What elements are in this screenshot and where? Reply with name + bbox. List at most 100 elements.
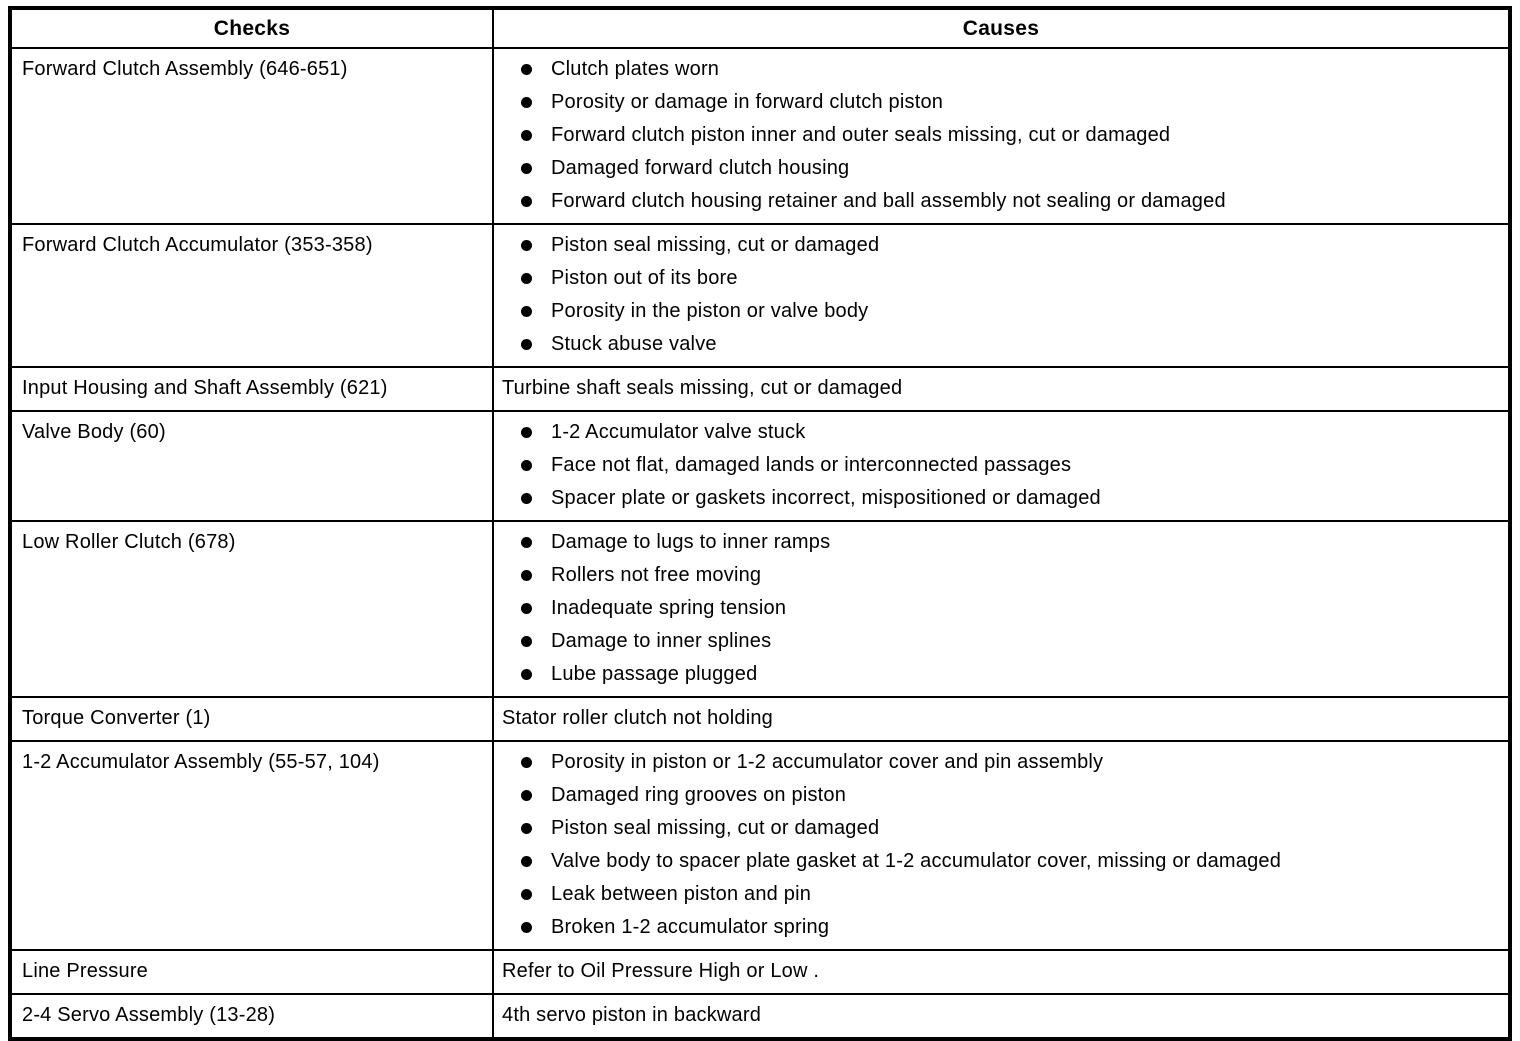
bullet-icon: [521, 240, 532, 251]
causes-cell: Porosity in piston or 1-2 accumulator co…: [492, 740, 1511, 951]
bullet-icon: [521, 669, 532, 680]
check-cell: Low Roller Clutch (678): [9, 520, 494, 698]
cause-item: Valve body to spacer plate gasket at 1-2…: [502, 845, 1500, 878]
cause-item: Piston seal missing, cut or damaged: [502, 229, 1500, 262]
bullet-icon: [521, 97, 532, 108]
cause-item: Damaged ring grooves on piston: [502, 779, 1500, 812]
cause-text: Lube passage plugged: [551, 663, 758, 685]
cause-item: Rollers not free moving: [502, 559, 1500, 592]
table-row: Forward Clutch Assembly (646-651) Clutch …: [9, 47, 1511, 225]
cause-list: 1-2 Accumulator valve stuck Face not flat…: [502, 416, 1500, 515]
check-cell: Forward Clutch Accumulator (353-358): [9, 223, 494, 368]
cause-list: Damage to lugs to inner ramps Rollers not…: [502, 526, 1500, 691]
bullet-icon: [521, 790, 532, 801]
cause-text: Face not flat, damaged lands or intercon…: [551, 454, 1072, 476]
bullet-icon: [521, 163, 532, 174]
bullet-icon: [521, 493, 532, 504]
bullet-icon: [521, 460, 532, 471]
bullet-icon: [521, 427, 532, 438]
cause-item: Damage to inner splines: [502, 625, 1500, 658]
bullet-icon: [521, 823, 532, 834]
cause-text: Piston seal missing, cut or damaged: [551, 817, 880, 839]
cause-list: Porosity in piston or 1-2 accumulator co…: [502, 746, 1500, 944]
bullet-icon: [521, 757, 532, 768]
check-cell: 2-4 Servo Assembly (13-28): [9, 993, 494, 1040]
cause-item: Piston out of its bore: [502, 262, 1500, 295]
bullet-icon: [521, 537, 532, 548]
bullet-icon: [521, 130, 532, 141]
table-row: 1-2 Accumulator Assembly (55-57, 104) Por…: [9, 740, 1511, 951]
cause-item: Spacer plate or gaskets incorrect, mispo…: [502, 482, 1500, 515]
cause-text: Porosity in piston or 1-2 accumulator co…: [551, 751, 1104, 773]
bullet-icon: [521, 64, 532, 75]
cause-text: Damage to inner splines: [551, 630, 772, 652]
checks-column-header: Checks: [9, 7, 494, 49]
diagnosis-table: Checks Causes Forward Clutch Assembly (6…: [8, 6, 1512, 1041]
cause-item: Forward clutch housing retainer and ball…: [502, 185, 1500, 218]
cause-text: Piston out of its bore: [551, 267, 738, 289]
cause-list: Piston seal missing, cut or damaged Pisto…: [502, 229, 1500, 361]
cause-item: Porosity or damage in forward clutch pis…: [502, 86, 1500, 119]
cause-text: Clutch plates worn: [551, 58, 720, 80]
check-cell: 1-2 Accumulator Assembly (55-57, 104): [9, 740, 494, 951]
causes-cell: Refer to Oil Pressure High or Low .: [492, 949, 1511, 995]
cause-text: Stator roller clutch not holding: [502, 707, 773, 729]
header-row: Checks Causes: [9, 7, 1511, 49]
check-cell: Valve Body (60): [9, 410, 494, 522]
table-row: Forward Clutch Accumulator (353-358) Pist…: [9, 223, 1511, 368]
cause-item: Porosity in the piston or valve body: [502, 295, 1500, 328]
table-row: 2-4 Servo Assembly (13-28) 4th servo pist…: [9, 993, 1511, 1040]
causes-cell: Damage to lugs to inner ramps Rollers not…: [492, 520, 1511, 698]
cause-text: Forward clutch piston inner and outer se…: [551, 124, 1171, 146]
bullet-icon: [521, 196, 532, 207]
cause-text: 4th servo piston in backward: [502, 1004, 762, 1026]
bullet-icon: [521, 889, 532, 900]
check-cell: Forward Clutch Assembly (646-651): [9, 47, 494, 225]
cause-text: Broken 1-2 accumulator spring: [551, 916, 830, 938]
cause-item: Broken 1-2 accumulator spring: [502, 911, 1500, 944]
cause-text: Piston seal missing, cut or damaged: [551, 234, 880, 256]
cause-item: Leak between piston and pin: [502, 878, 1500, 911]
bullet-icon: [521, 570, 532, 581]
causes-cell: Clutch plates worn Porosity or damage in …: [492, 47, 1511, 225]
causes-column-header: Causes: [492, 7, 1511, 49]
check-cell: Line Pressure: [9, 949, 494, 995]
cause-text: Damaged ring grooves on piston: [551, 784, 847, 806]
cause-text: 1-2 Accumulator valve stuck: [551, 421, 806, 443]
cause-text: Damage to lugs to inner ramps: [551, 531, 831, 553]
cause-item: Porosity in piston or 1-2 accumulator co…: [502, 746, 1500, 779]
causes-cell: Stator roller clutch not holding: [492, 696, 1511, 742]
cause-text: Damaged forward clutch housing: [551, 157, 850, 179]
bullet-icon: [521, 273, 532, 284]
cause-item: Damaged forward clutch housing: [502, 152, 1500, 185]
table-row: Valve Body (60) 1-2 Accumulator valve stu…: [9, 410, 1511, 522]
cause-text: Forward clutch housing retainer and ball…: [551, 190, 1226, 212]
bullet-icon: [521, 636, 532, 647]
causes-cell: Turbine shaft seals missing, cut or dama…: [492, 366, 1511, 412]
cause-item: Inadequate spring tension: [502, 592, 1500, 625]
table-row: Line Pressure Refer to Oil Pressure High …: [9, 949, 1511, 995]
cause-text: Rollers not free moving: [551, 564, 762, 586]
causes-cell: Piston seal missing, cut or damaged Pisto…: [492, 223, 1511, 368]
bullet-icon: [521, 856, 532, 867]
table-row: Low Roller Clutch (678) Damage to lugs to…: [9, 520, 1511, 698]
bullet-icon: [521, 339, 532, 350]
cause-item: Piston seal missing, cut or damaged: [502, 812, 1500, 845]
bullet-icon: [521, 603, 532, 614]
cause-text: Spacer plate or gaskets incorrect, mispo…: [551, 487, 1101, 509]
causes-cell: 1-2 Accumulator valve stuck Face not flat…: [492, 410, 1511, 522]
cause-text: Stuck abuse valve: [551, 333, 717, 355]
bullet-icon: [521, 306, 532, 317]
cause-item: 1-2 Accumulator valve stuck: [502, 416, 1500, 449]
cause-item: Stuck abuse valve: [502, 328, 1500, 361]
causes-cell: 4th servo piston in backward: [492, 993, 1511, 1040]
cause-item: Damage to lugs to inner ramps: [502, 526, 1500, 559]
cause-text: Refer to Oil Pressure High or Low .: [502, 960, 820, 982]
cause-item: Forward clutch piston inner and outer se…: [502, 119, 1500, 152]
cause-text: Inadequate spring tension: [551, 597, 787, 619]
cause-text: Turbine shaft seals missing, cut or dama…: [502, 377, 903, 399]
cause-item: Clutch plates worn: [502, 53, 1500, 86]
table-row: Torque Converter (1) Stator roller clutch…: [9, 696, 1511, 742]
check-cell: Torque Converter (1): [9, 696, 494, 742]
